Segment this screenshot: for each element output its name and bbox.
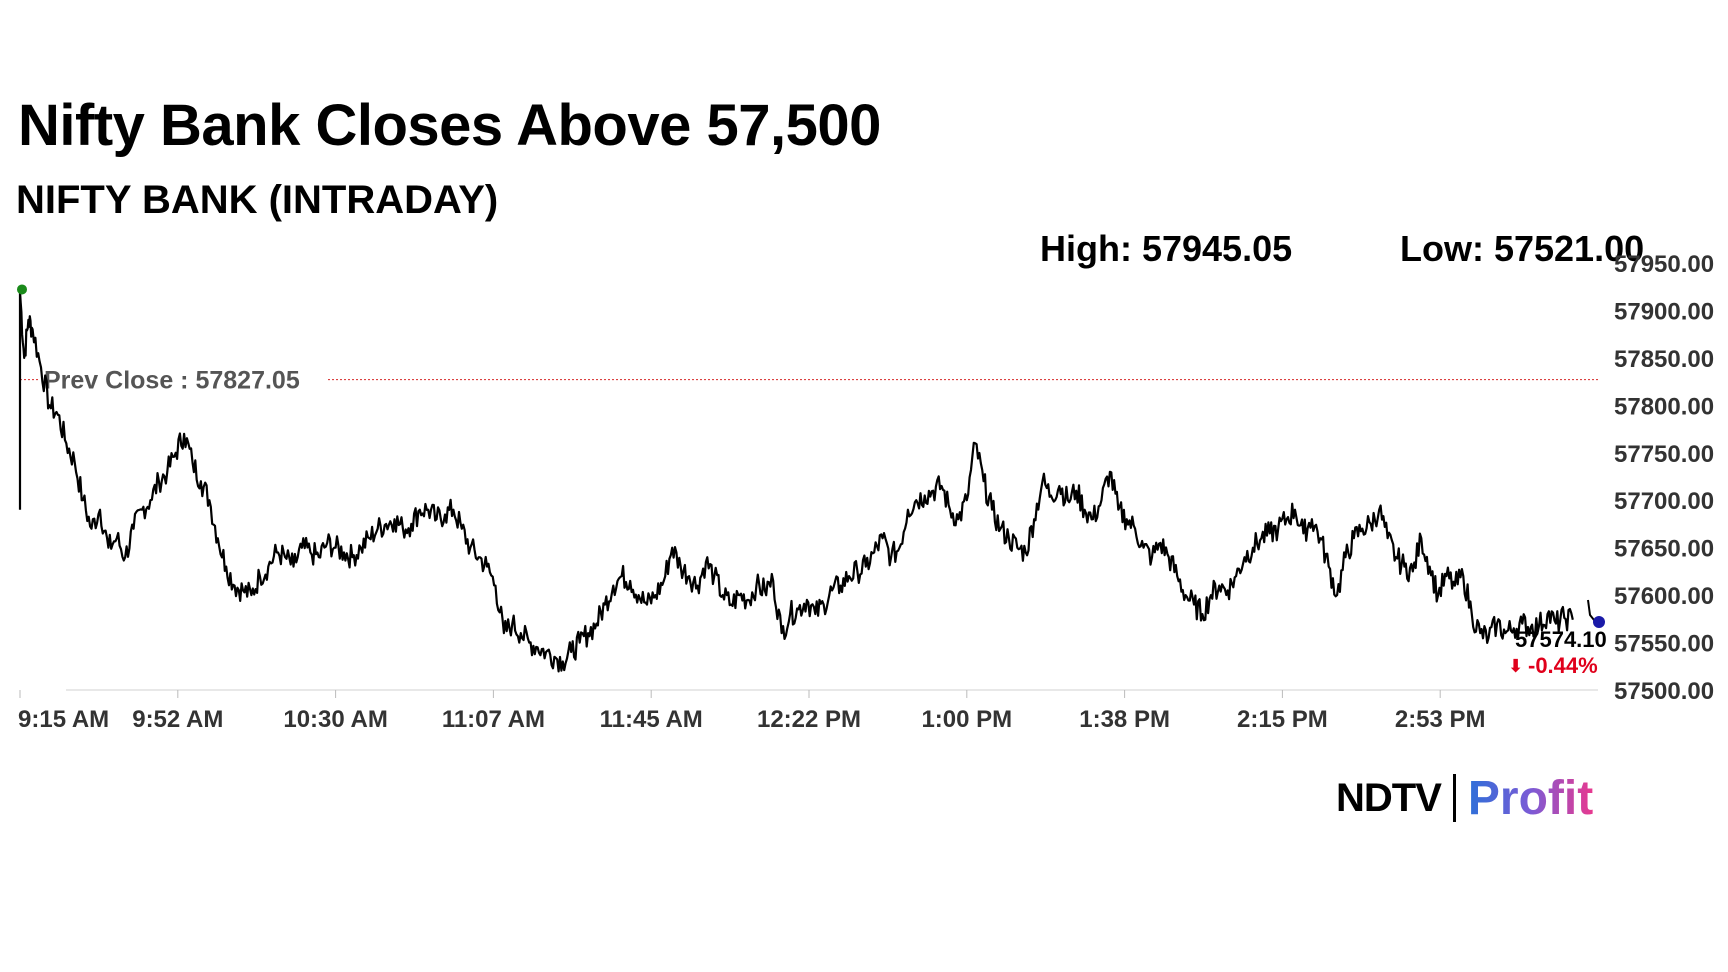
ndtv-profit-logo: NDTV Profit bbox=[1336, 770, 1593, 826]
y-tick-label: 57850.00 bbox=[1614, 346, 1714, 373]
y-tick-label: 57600.00 bbox=[1614, 583, 1714, 610]
price-series-line bbox=[18, 290, 1574, 673]
y-tick-label: 57950.00 bbox=[1614, 251, 1714, 278]
brand-divider bbox=[1452, 774, 1456, 822]
y-tick-label: 57550.00 bbox=[1614, 631, 1714, 658]
last-value-label: 57574.10 bbox=[1515, 627, 1607, 652]
brand-profit-text: Profit bbox=[1467, 771, 1594, 825]
x-tick-label: 10:30 AM bbox=[283, 706, 387, 733]
x-tick-label: 9:15 AM bbox=[18, 706, 109, 733]
y-tick-label: 57700.00 bbox=[1614, 488, 1714, 515]
down-arrow-icon: ⬇ bbox=[1508, 656, 1523, 677]
y-tick-label: 57800.00 bbox=[1614, 393, 1714, 420]
y-tick-label: 57500.00 bbox=[1614, 678, 1714, 705]
prev-close-label-bg bbox=[38, 361, 328, 396]
y-tick-label: 57750.00 bbox=[1614, 441, 1714, 468]
y-tick-label: 57650.00 bbox=[1614, 536, 1714, 563]
open-point-marker bbox=[17, 284, 27, 295]
x-tick-label: 2:15 PM bbox=[1237, 706, 1328, 733]
chart-subtitle: NIFTY BANK (INTRADAY) bbox=[16, 178, 499, 222]
page-title: Nifty Bank Closes Above 57,500 bbox=[18, 93, 881, 158]
x-tick-label: 11:07 AM bbox=[442, 706, 545, 733]
x-tick-label: 12:22 PM bbox=[757, 706, 861, 733]
brand-ndtv-text: NDTV bbox=[1336, 775, 1442, 820]
last-point-marker bbox=[1593, 616, 1605, 628]
x-tick-label: 1:38 PM bbox=[1079, 706, 1170, 733]
change-percent-label: -0.44% bbox=[1528, 653, 1598, 678]
y-tick-label: 57900.00 bbox=[1614, 298, 1714, 325]
x-tick-label: 2:53 PM bbox=[1395, 706, 1486, 733]
x-tick-label: 9:52 AM bbox=[132, 706, 223, 733]
prev-close-label: Prev Close : 57827.05 bbox=[44, 367, 300, 395]
x-tick-label: 11:45 AM bbox=[600, 706, 703, 733]
day-low-stat: Low: 57521.00 bbox=[1400, 228, 1645, 269]
day-high-stat: High: 57945.05 bbox=[1040, 228, 1293, 269]
x-tick-label: 1:00 PM bbox=[921, 706, 1012, 733]
